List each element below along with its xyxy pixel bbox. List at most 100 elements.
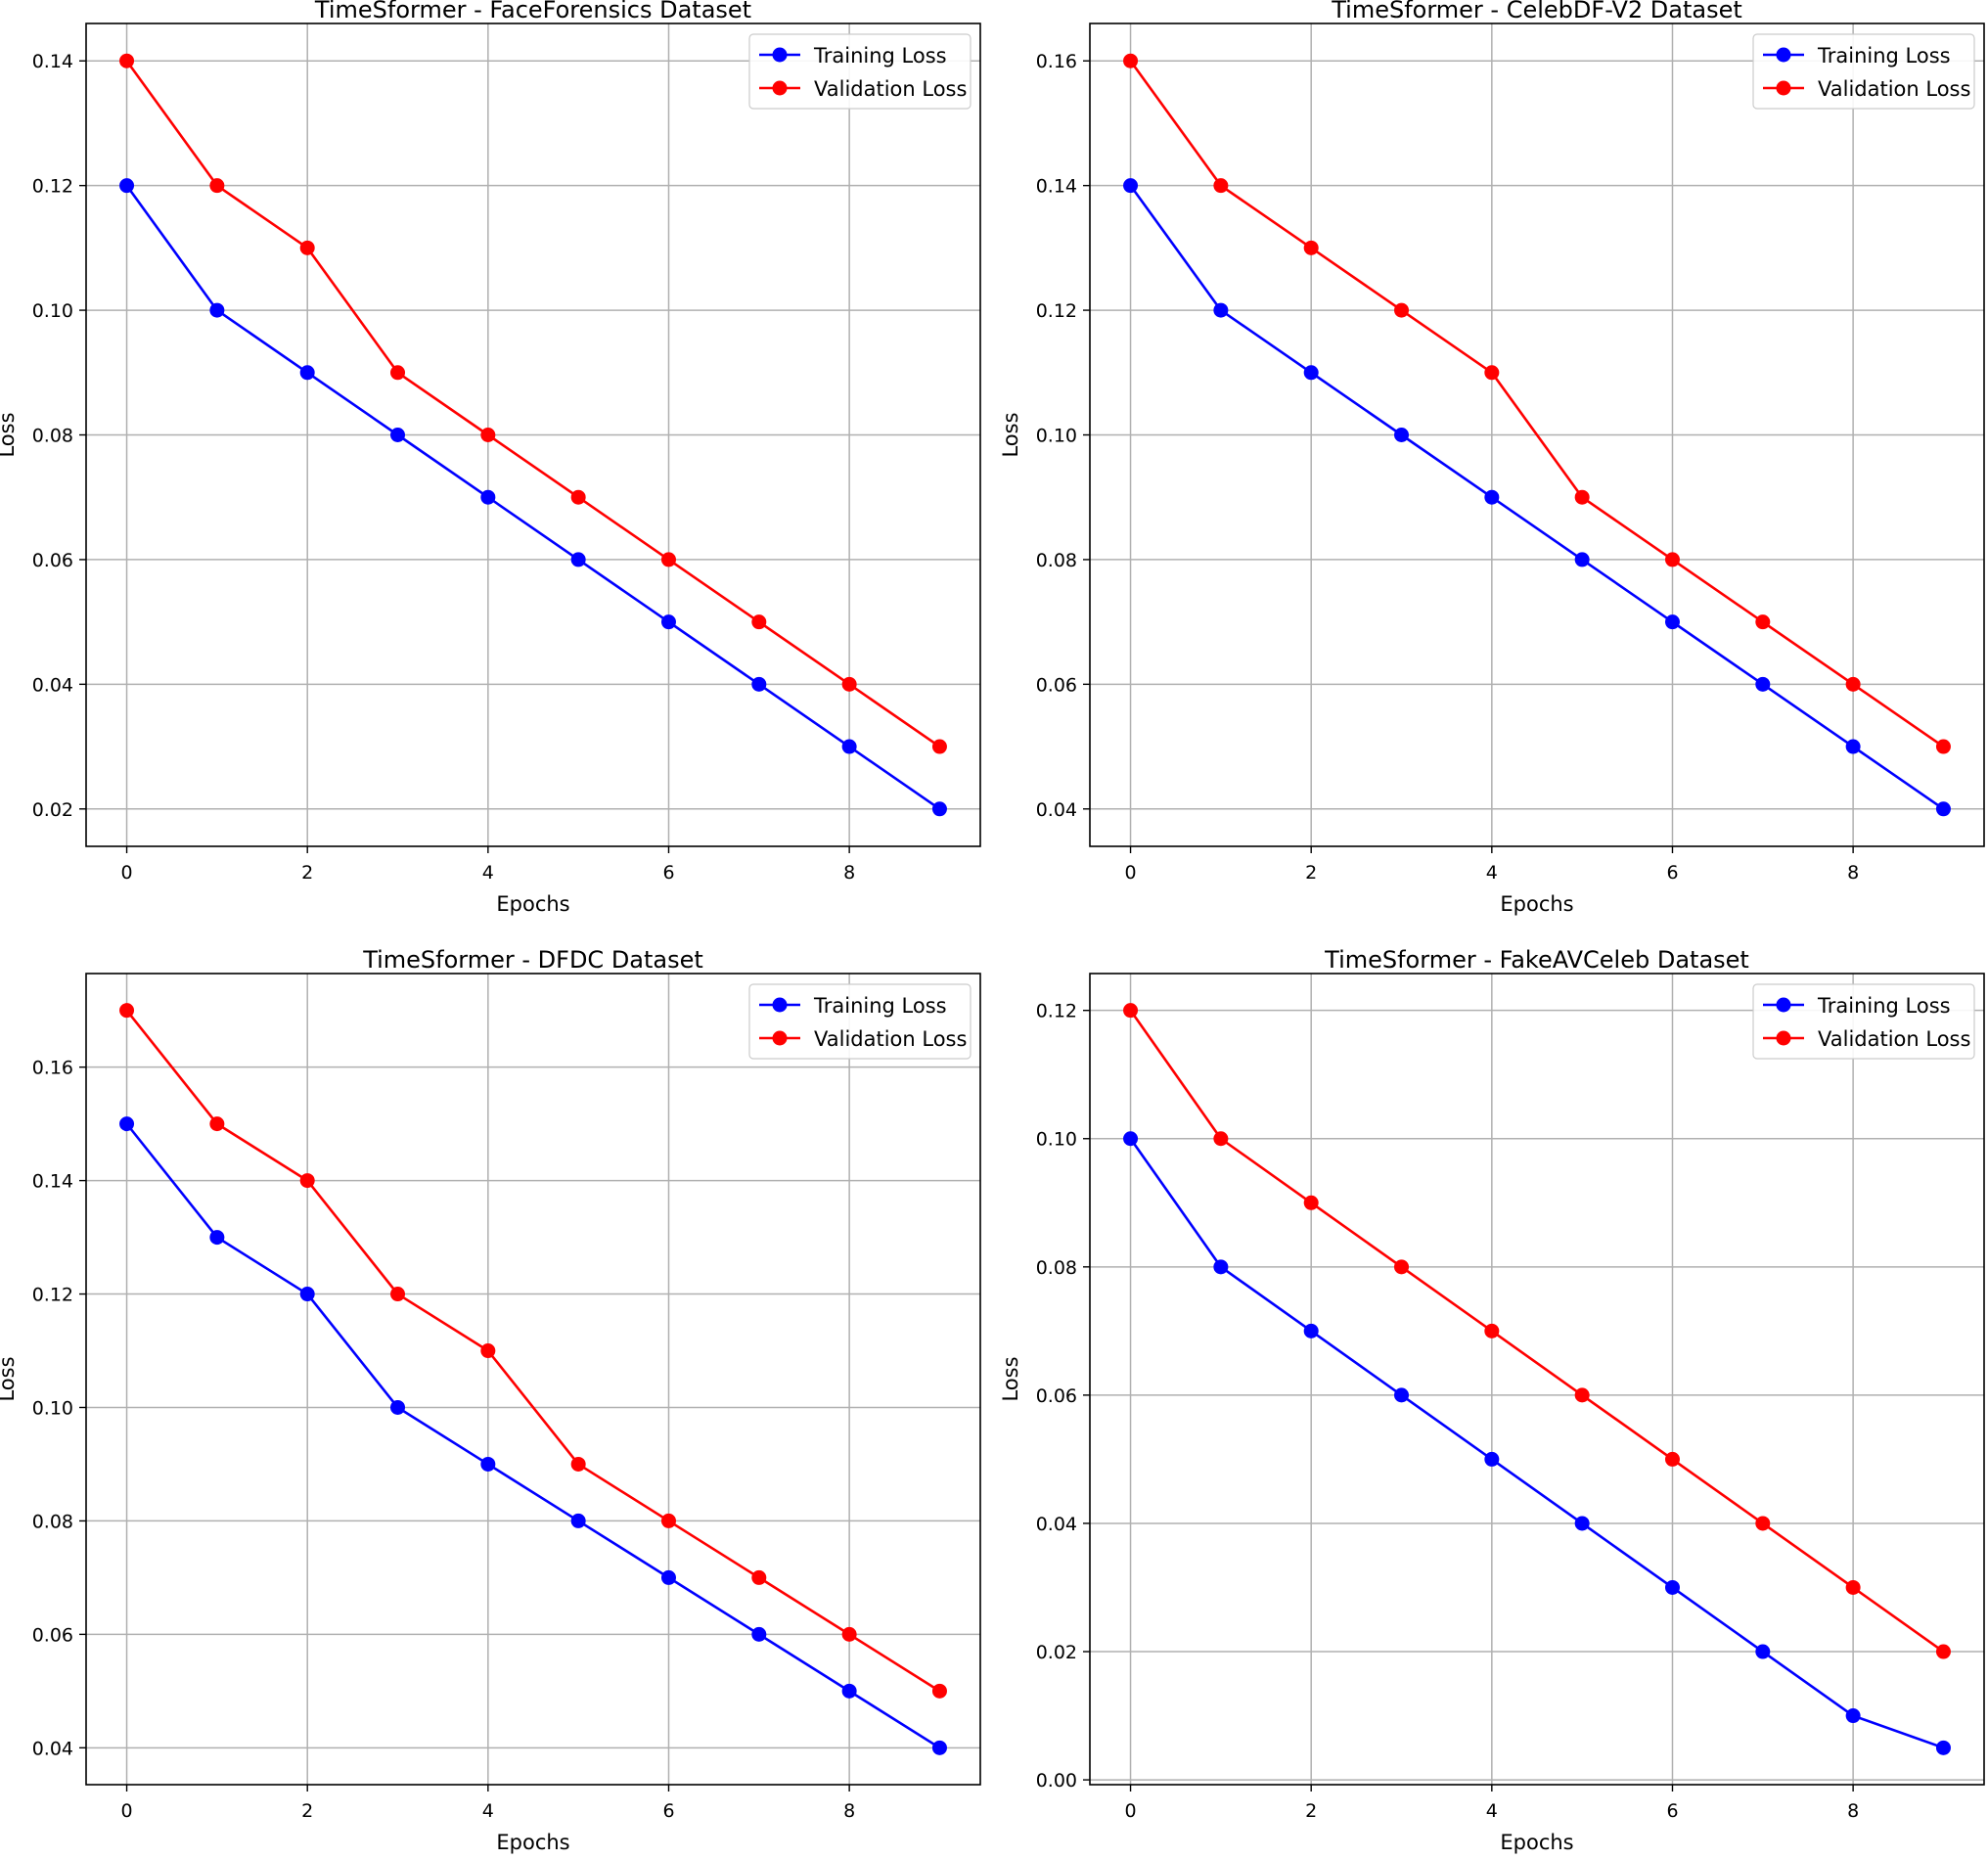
data-point-training-loss <box>1213 302 1229 318</box>
y-tick-label: 0.04 <box>1036 799 1077 821</box>
data-point-training-loss <box>841 1683 857 1699</box>
legend-box <box>1752 33 1975 110</box>
y-tick-label: 0.04 <box>32 1738 73 1759</box>
x-tick-label: 0 <box>1124 862 1136 884</box>
legend-label: Validation Loss <box>1818 1027 1970 1051</box>
data-point-validation-loss <box>931 739 947 754</box>
y-tick-label: 0.10 <box>1036 1129 1077 1151</box>
data-point-training-loss <box>1303 1323 1319 1338</box>
x-axis-label: Epochs <box>496 1831 569 1854</box>
legend-label: Validation Loss <box>1818 77 1970 101</box>
data-point-validation-loss <box>1935 1644 1951 1659</box>
data-point-training-loss <box>841 739 857 754</box>
data-point-training-loss <box>931 1740 947 1755</box>
data-point-validation-loss <box>480 428 496 442</box>
data-point-validation-loss <box>1484 1323 1500 1338</box>
data-point-training-loss <box>1845 1708 1861 1724</box>
data-point-training-loss <box>119 1116 135 1132</box>
legend-label: Training Loss <box>1817 44 1951 68</box>
data-point-training-loss <box>1845 739 1861 754</box>
data-point-validation-loss <box>1484 365 1500 381</box>
data-point-validation-loss <box>1845 676 1861 692</box>
data-point-training-loss <box>1303 365 1319 381</box>
data-point-training-loss <box>1755 1644 1771 1659</box>
legend-marker <box>772 47 788 63</box>
data-point-training-loss <box>1484 1451 1500 1467</box>
chart-panel-2: 0 2 4 6 8 0.04 0.06 0.08 0.10 0.12 0.14 0.16 TimeSfo… <box>999 0 1985 916</box>
data-point-training-loss <box>751 1626 767 1642</box>
y-axis-label: Loss <box>0 412 19 457</box>
data-point-training-loss <box>1574 1516 1590 1531</box>
chart-panel-4: 0 2 4 6 8 0.00 0.02 0.04 0.06 0.08 0.10 0.12 TimeSfo… <box>999 946 1985 1854</box>
data-point-training-loss <box>751 676 767 692</box>
y-tick-label: 0.06 <box>1036 1385 1077 1407</box>
data-point-validation-loss <box>1664 552 1680 567</box>
data-point-validation-loss <box>1123 53 1139 68</box>
data-point-training-loss <box>390 1399 406 1415</box>
data-point-validation-loss <box>390 365 406 381</box>
legend-label: Validation Loss <box>814 77 967 101</box>
data-point-training-loss <box>1394 1387 1410 1403</box>
y-tick-label: 0.08 <box>1036 550 1077 571</box>
y-tick-label: 0.12 <box>32 176 73 198</box>
x-tick-label: 2 <box>1305 862 1317 884</box>
chart-title: TimeSformer - CelebDF-V2 Dataset <box>1331 0 1742 23</box>
data-point-validation-loss <box>1213 1131 1229 1147</box>
chart-title: TimeSformer - DFDC Dataset <box>362 946 703 974</box>
plot-frame <box>1089 23 1985 847</box>
legend: Training Loss Validation Loss <box>1752 33 1975 110</box>
data-point-training-loss <box>1664 1579 1680 1595</box>
data-point-validation-loss <box>1845 1579 1861 1595</box>
data-point-validation-loss <box>570 489 586 505</box>
data-point-validation-loss <box>570 1456 586 1472</box>
x-tick-label: 4 <box>482 1800 494 1822</box>
x-axis-label: Epochs <box>1500 892 1573 916</box>
data-point-validation-loss <box>119 53 135 68</box>
y-axis-label: Loss <box>999 1356 1022 1401</box>
chart-title: TimeSformer - FakeAVCeleb Dataset <box>1324 946 1749 974</box>
y-axis-label: Loss <box>0 1356 19 1401</box>
data-point-training-loss <box>1935 1740 1951 1755</box>
x-tick-label: 6 <box>662 1800 674 1822</box>
chart-panel-1: 0 2 4 6 8 0.02 0.04 0.06 0.08 0.10 0.12 0.14 TimeSfo… <box>0 0 981 916</box>
y-tick-label: 0.14 <box>1036 176 1077 198</box>
legend-label: Training Loss <box>813 44 947 68</box>
data-point-training-loss <box>1213 1259 1229 1275</box>
legend-marker <box>1776 47 1791 63</box>
legend-marker <box>772 1030 788 1046</box>
y-tick-label: 0.04 <box>1036 1514 1077 1535</box>
x-tick-label: 0 <box>1124 1800 1136 1822</box>
data-point-validation-loss <box>1755 614 1771 630</box>
data-point-training-loss <box>119 178 135 194</box>
legend-marker <box>1776 80 1791 96</box>
x-tick-label: 8 <box>1847 862 1859 884</box>
data-point-validation-loss <box>299 1173 315 1189</box>
chart-title: TimeSformer - FaceForensics Dataset <box>314 0 751 23</box>
y-tick-label: 0.16 <box>32 1058 73 1079</box>
y-tick-label: 0.12 <box>1036 300 1077 322</box>
data-point-validation-loss <box>1574 1387 1590 1403</box>
x-tick-label: 6 <box>662 862 674 884</box>
y-tick-label: 0.14 <box>32 51 73 72</box>
legend-marker <box>1776 997 1791 1013</box>
legend: Training Loss Validation Loss <box>748 33 971 110</box>
data-point-validation-loss <box>841 676 857 692</box>
x-tick-label: 0 <box>120 862 132 884</box>
y-tick-label: 0.02 <box>1036 1642 1077 1663</box>
y-tick-label: 0.12 <box>1036 1001 1077 1022</box>
series-line-validation-loss <box>125 60 941 749</box>
y-tick-label: 0.10 <box>32 300 73 322</box>
data-point-training-loss <box>570 552 586 567</box>
data-point-validation-loss <box>1935 739 1951 754</box>
data-point-validation-loss <box>660 552 676 567</box>
series-line-training-loss <box>125 1122 941 1749</box>
x-tick-label: 6 <box>1666 1800 1678 1822</box>
x-axis-label: Epochs <box>496 892 569 916</box>
x-tick-label: 2 <box>301 862 313 884</box>
plot-frame <box>1089 973 1985 1786</box>
series-line-validation-loss <box>125 1009 941 1693</box>
data-point-validation-loss <box>209 178 225 194</box>
data-point-validation-loss <box>299 240 315 255</box>
data-point-validation-loss <box>841 1626 857 1642</box>
